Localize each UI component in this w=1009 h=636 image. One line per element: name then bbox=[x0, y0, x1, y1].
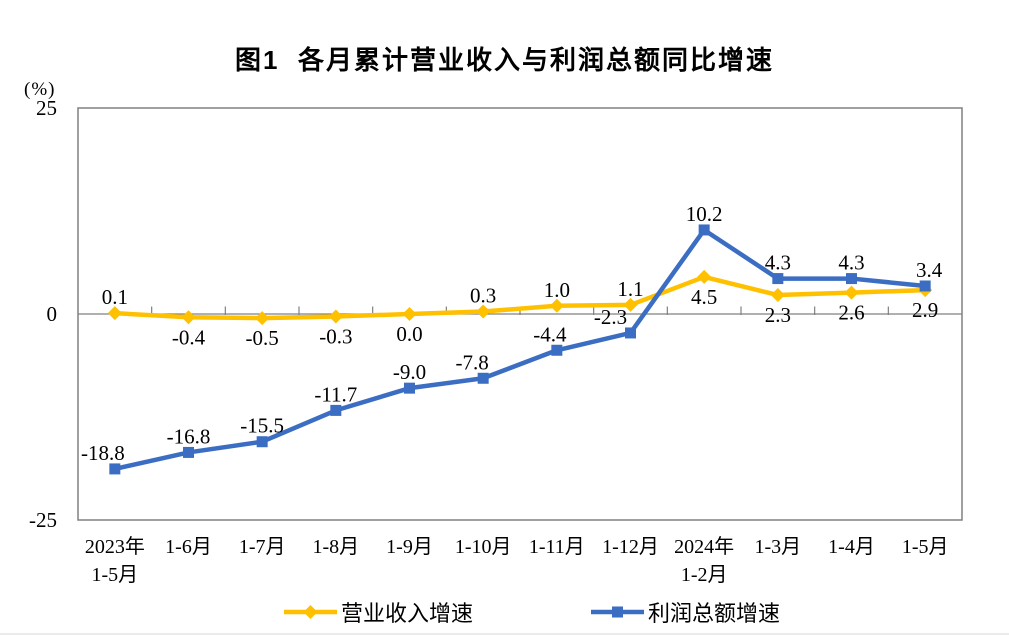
data-point-marker bbox=[402, 307, 417, 321]
data-point-marker bbox=[256, 436, 268, 448]
data-point-marker bbox=[181, 310, 196, 325]
legend-swatch-marker bbox=[612, 606, 623, 618]
data-point-marker bbox=[551, 344, 563, 356]
data-point-marker bbox=[255, 311, 270, 326]
data-point-marker bbox=[772, 273, 784, 285]
x-tick-label: 1-4月 bbox=[828, 536, 875, 558]
data-label: -0.5 bbox=[246, 326, 279, 350]
data-label: 0.0 bbox=[396, 322, 422, 346]
data-label: 2.6 bbox=[838, 301, 864, 325]
data-point-marker bbox=[919, 280, 931, 292]
y-tick-label: 0 bbox=[47, 302, 58, 326]
data-point-marker bbox=[183, 446, 194, 458]
data-label: 0.3 bbox=[470, 284, 496, 308]
series-line-2 bbox=[112, 227, 928, 472]
data-label: 3.4 bbox=[916, 258, 943, 282]
x-tick-label: 1-11月 bbox=[529, 536, 585, 558]
data-point-marker bbox=[107, 306, 122, 321]
data-point-marker bbox=[330, 404, 342, 416]
x-tick-label: 1-6月 bbox=[165, 536, 212, 558]
x-tick-label: 1-8月 bbox=[312, 536, 359, 558]
data-label: 1.0 bbox=[544, 278, 570, 302]
data-label: 2.3 bbox=[765, 303, 791, 327]
chart-title: 图1 各月累计营业收入与利润总额同比增速 bbox=[235, 45, 774, 75]
y-tick-label: -25 bbox=[29, 508, 57, 532]
x-tick-label: 1-9月 bbox=[386, 536, 433, 558]
data-label: 4.3 bbox=[838, 251, 864, 275]
data-point-marker bbox=[623, 297, 638, 312]
x-tick-label: 1-10月 bbox=[455, 536, 512, 558]
data-label: -18.8 bbox=[81, 441, 125, 465]
data-label: -0.4 bbox=[172, 325, 206, 349]
data-point-marker bbox=[109, 463, 121, 475]
y-axis-unit-label: (%) bbox=[24, 79, 55, 100]
data-label: -7.8 bbox=[456, 350, 489, 374]
x-tick-label: 1-3月 bbox=[754, 536, 801, 558]
data-label: -2.3 bbox=[594, 305, 627, 329]
data-point-marker bbox=[844, 285, 859, 300]
data-point-marker bbox=[770, 288, 785, 303]
data-label: -11.7 bbox=[314, 382, 357, 406]
data-label: -9.0 bbox=[393, 360, 426, 384]
data-label: 10.2 bbox=[686, 202, 723, 226]
x-tick-label: 1-12月 bbox=[602, 536, 659, 558]
data-point-marker bbox=[698, 224, 710, 236]
data-label: -0.3 bbox=[319, 324, 352, 348]
x-tick-label: 1-2月 bbox=[681, 564, 728, 586]
data-label: -4.4 bbox=[533, 322, 567, 346]
data-point-marker bbox=[477, 372, 489, 384]
data-point-marker bbox=[328, 309, 343, 324]
series-line-1 bbox=[112, 274, 928, 321]
data-point-marker bbox=[697, 269, 712, 284]
x-tick-label: 1-5月 bbox=[902, 536, 949, 558]
x-tick-label: 1-5月 bbox=[91, 564, 138, 586]
data-label: -15.5 bbox=[240, 414, 284, 438]
x-tick-label: 2023年 bbox=[85, 535, 145, 558]
legend-label: 利润总额增速 bbox=[648, 601, 780, 626]
data-label: 0.1 bbox=[102, 285, 128, 309]
legend-label: 营业收入增速 bbox=[341, 601, 473, 626]
data-point-marker bbox=[404, 382, 415, 394]
legend-swatch-marker bbox=[303, 605, 318, 619]
y-tick-label: 25 bbox=[36, 96, 57, 120]
data-point-marker bbox=[476, 304, 491, 319]
data-point-marker bbox=[846, 273, 857, 285]
data-label: 4.5 bbox=[691, 285, 717, 309]
data-label: 4.3 bbox=[765, 251, 791, 275]
data-point-marker bbox=[549, 298, 564, 313]
bottom-divider bbox=[0, 633, 1009, 635]
x-tick-label: 2024年 bbox=[674, 535, 734, 558]
data-label: -16.8 bbox=[167, 424, 211, 448]
x-tick-label: 1-7月 bbox=[239, 536, 286, 558]
data-label: 1.1 bbox=[617, 277, 643, 301]
data-point-marker bbox=[625, 327, 636, 339]
data-label: 2.9 bbox=[912, 298, 938, 322]
